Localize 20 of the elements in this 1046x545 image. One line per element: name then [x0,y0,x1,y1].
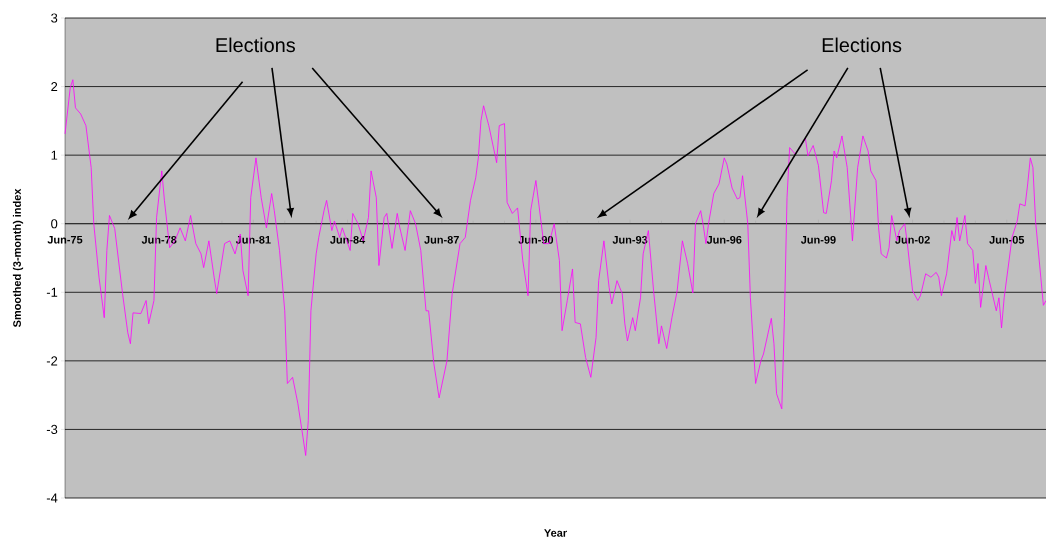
x-tick-label: Jun-05 [989,235,1025,244]
annotation: Elections [216,37,295,53]
x-tick-label: Jun-87 [424,235,459,244]
y-axis-title: Smoothed (3-month) index [12,188,24,328]
x-tick-label: Jun-78 [141,235,177,244]
x-tick-label: Jun-75 [47,235,83,244]
x-tick-label: Jun-93 [612,235,648,244]
y-tick-label: -3 [46,424,58,435]
y-tick-label: -1 [46,287,58,297]
y-tick-label: 3 [51,13,58,23]
x-tick-label: Jun-02 [895,235,930,244]
y-tick-label: 2 [51,82,58,92]
y-tick-label: -2 [46,356,58,366]
y-tick-label: 1 [51,150,58,160]
x-tick-label: Jun-99 [800,235,836,244]
annotation: Elections [822,37,902,53]
x-tick-label: Jun-96 [706,235,742,244]
x-axis-title: Year [544,529,567,537]
y-tick-label: -4 [46,493,58,503]
y-tick-label: 0 [51,219,58,229]
